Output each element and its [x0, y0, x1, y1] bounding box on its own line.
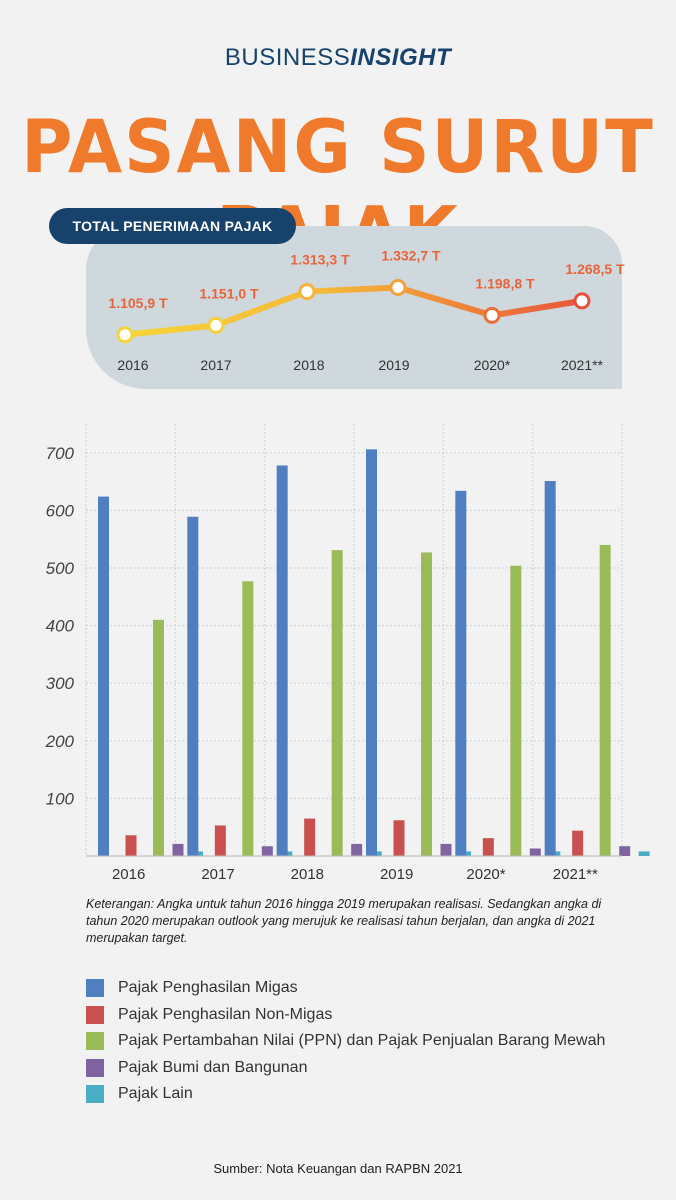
summary-value-label: 1.105,9 T — [108, 295, 168, 311]
brand-logo: BUSINESSINSIGHT — [0, 44, 676, 72]
bar-3-2 — [351, 843, 363, 856]
legend-swatch — [86, 1085, 104, 1104]
summary-point — [298, 283, 316, 301]
x-tick-label: 2021** — [553, 866, 598, 883]
y-tick-label: 300 — [46, 674, 75, 693]
summary-line — [124, 284, 583, 338]
summary-year-label: 2017 — [200, 357, 231, 373]
summary-point — [573, 292, 591, 310]
summary-value-label: 1.151,0 T — [199, 285, 259, 301]
summary-point — [116, 326, 134, 344]
bar-3-0 — [172, 843, 184, 856]
brand-part1: BUSINESS — [224, 44, 351, 71]
y-tick-label: 600 — [46, 501, 75, 520]
legend-label: Pajak Penghasilan Non-Migas — [118, 1005, 333, 1023]
summary-year-label: 2020* — [474, 357, 511, 373]
legend-label: Pajak Penghasilan Migas — [118, 979, 298, 997]
bar-2-3 — [421, 552, 432, 856]
summary-line-chart: 1.105,9 T 2016 1.151,0 T 2017 1.313,3 T 2018 1… — [108, 248, 625, 373]
bar-chart: 100 200 300 400 500 600 700 2016 2017 2018 2019 202… — [45, 424, 650, 883]
legend-swatch — [86, 979, 104, 998]
bar-3-1 — [261, 846, 273, 856]
x-tick-label: 2018 — [291, 866, 324, 883]
summary-value-label: 1.313,3 T — [290, 252, 350, 268]
bar-2-2 — [331, 550, 343, 856]
bar-1-5 — [572, 830, 584, 856]
legend-item: Pajak Penghasilan Migas — [86, 975, 605, 1002]
summary-value-label: 1.332,7 T — [381, 248, 441, 264]
legend-label: Pajak Bumi dan Bangunan — [118, 1058, 308, 1076]
summary-label: TOTAL PENERIMAAN PAJAK — [49, 208, 296, 244]
x-tick-label: 2020* — [466, 866, 505, 883]
brand-part2: INSIGHT — [350, 44, 452, 71]
summary-year-label: 2019 — [378, 357, 409, 373]
legend-item: Pajak Pertambahan Nilai (PPN) dan Pajak … — [86, 1028, 605, 1055]
summary-point — [483, 306, 501, 324]
bar-0-1 — [187, 516, 199, 856]
bar-3-3 — [440, 843, 452, 856]
note-text: Keterangan: Angka untuk tahun 2016 hingg… — [86, 897, 602, 945]
bar-2-5 — [599, 544, 611, 856]
bar-1-4 — [482, 838, 494, 856]
x-tick-label: 2017 — [201, 866, 234, 883]
bar-0-0 — [98, 496, 109, 856]
bar-3-5 — [619, 846, 631, 856]
legend-item: Pajak Penghasilan Non-Migas — [86, 1002, 605, 1029]
bar-0-2 — [276, 465, 288, 856]
legend-item: Pajak Lain — [86, 1081, 605, 1108]
y-tick-label: 500 — [46, 559, 75, 578]
bar-0-4 — [455, 490, 467, 856]
bar-2-4 — [510, 565, 522, 856]
bar-2-1 — [242, 581, 254, 856]
summary-value-label: 1.198,8 T — [475, 275, 535, 291]
summary-year-label: 2021** — [561, 357, 604, 373]
bar-1-0 — [125, 835, 137, 856]
summary-point — [207, 316, 225, 334]
bar-0-5 — [544, 481, 556, 856]
summary-year-label: 2016 — [117, 357, 148, 373]
legend-swatch — [86, 1032, 104, 1051]
legend: Pajak Penghasilan Migas Pajak Penghasilan… — [86, 975, 605, 1108]
legend-label: Pajak Pertambahan Nilai (PPN) dan Pajak … — [118, 1032, 606, 1050]
y-tick-label: 100 — [46, 789, 75, 808]
bar-3-4 — [529, 848, 541, 856]
y-tick-label: 700 — [46, 444, 75, 463]
summary-year-label: 2018 — [293, 357, 324, 373]
bar-1-3 — [393, 820, 405, 856]
bar-2-0 — [153, 619, 164, 856]
summary-point — [389, 279, 407, 297]
legend-swatch — [86, 1058, 104, 1077]
y-tick-label: 400 — [46, 617, 75, 636]
bar-0-3 — [366, 449, 377, 856]
source-text: Sumber: Nota Keuangan dan RAPBN 2021 — [213, 1161, 463, 1176]
legend-item: Pajak Bumi dan Bangunan — [86, 1055, 605, 1082]
summary-value-label: 1.268,5 T — [565, 261, 625, 277]
x-tick-label: 2016 — [112, 866, 145, 883]
bar-4-5 — [638, 851, 650, 856]
bar-1-1 — [214, 825, 226, 856]
legend-swatch — [86, 1005, 104, 1024]
y-tick-label: 200 — [45, 732, 75, 751]
legend-label: Pajak Lain — [118, 1085, 193, 1103]
x-tick-label: 2019 — [380, 866, 413, 883]
bar-1-2 — [304, 818, 316, 856]
